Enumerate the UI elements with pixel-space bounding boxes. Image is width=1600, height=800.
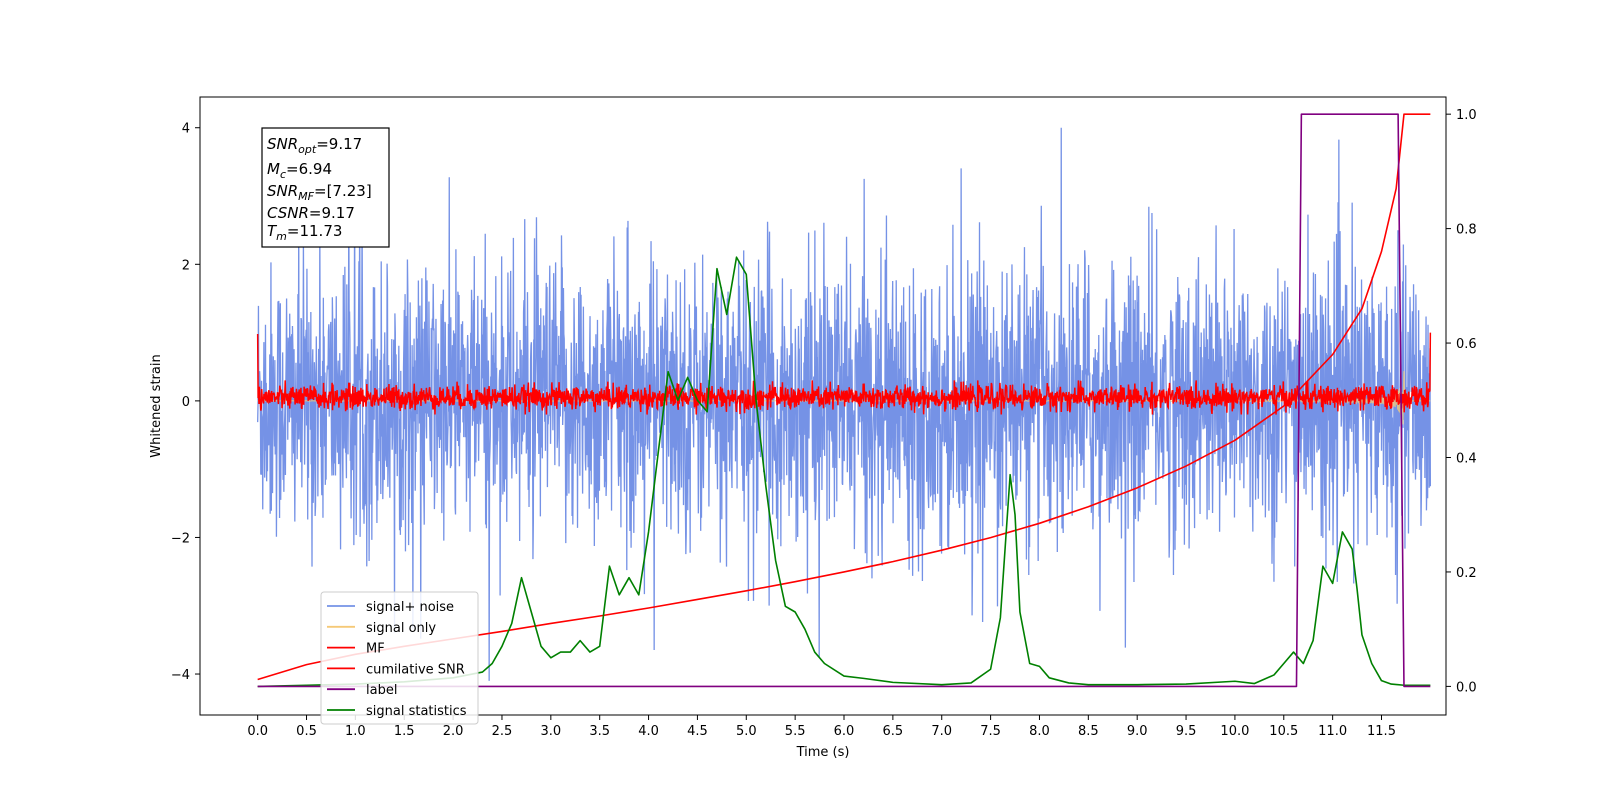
x-tick-label: 0.0 bbox=[247, 724, 268, 739]
x-tick-label: 1.5 bbox=[394, 724, 415, 739]
x-tick-label: 10.5 bbox=[1269, 724, 1298, 739]
legend-label: label bbox=[366, 683, 397, 698]
x-tick-label: 6.0 bbox=[834, 724, 855, 739]
x-tick-label: 9.5 bbox=[1176, 724, 1197, 739]
annotation-box: SNRopt=9.17 Mc=6.94 SNRMF=[7.23] CSNR=9.… bbox=[261, 127, 390, 248]
y-right-tick-label: 0.0 bbox=[1456, 680, 1477, 695]
x-tick-label: 9.0 bbox=[1127, 724, 1148, 739]
x-tick-label: 3.0 bbox=[540, 724, 561, 739]
annotation-tm: Tm=11.73 bbox=[267, 222, 342, 243]
annotation-snr-opt: SNRopt=9.17 bbox=[267, 135, 362, 156]
x-tick-label: 5.0 bbox=[736, 724, 757, 739]
y-left-tick-label: 2 bbox=[182, 258, 190, 273]
x-tick-label: 7.5 bbox=[980, 724, 1001, 739]
x-tick-label: 11.0 bbox=[1318, 724, 1347, 739]
x-tick-label: 6.5 bbox=[883, 724, 904, 739]
x-tick-label: 2.5 bbox=[492, 724, 513, 739]
annotation-snr-mf: SNRMF=[7.23] bbox=[267, 182, 372, 203]
y-axis-label: Whitened strain bbox=[149, 354, 164, 457]
legend-label: signal+ noise bbox=[366, 600, 454, 615]
series-label-line bbox=[257, 113, 1431, 688]
y-left-tick-label: −2 bbox=[171, 531, 190, 546]
y-right-tick-label: 1.0 bbox=[1456, 108, 1477, 123]
x-tick-label: 5.5 bbox=[785, 724, 806, 739]
series-cumulative-snr-line bbox=[257, 113, 1431, 681]
y-axis-left: 4 2 0 −2 −4 bbox=[171, 122, 200, 683]
x-tick-label: 4.0 bbox=[638, 724, 659, 739]
legend-label: signal statistics bbox=[366, 704, 467, 719]
x-tick-label: 4.5 bbox=[687, 724, 708, 739]
plot-area bbox=[256, 113, 1432, 688]
x-tick-label: 11.5 bbox=[1367, 724, 1396, 739]
x-tick-label: 2.0 bbox=[443, 724, 464, 739]
series-signal-statistics-line bbox=[257, 256, 1431, 688]
y-left-tick-label: 4 bbox=[182, 122, 190, 137]
x-tick-label: 8.5 bbox=[1078, 724, 1099, 739]
annotation-mc: Mc=6.94 bbox=[267, 160, 332, 181]
x-tick-label: 8.0 bbox=[1029, 724, 1050, 739]
x-tick-label: 10.0 bbox=[1220, 724, 1249, 739]
legend-label: MF bbox=[366, 642, 385, 657]
y-right-tick-label: 0.8 bbox=[1456, 223, 1477, 238]
y-right-tick-label: 0.6 bbox=[1456, 337, 1477, 352]
y-left-tick-label: −4 bbox=[171, 668, 190, 683]
y-axis-right: 1.0 0.8 0.6 0.4 0.2 0.0 bbox=[1446, 108, 1477, 695]
x-axis-label: Time (s) bbox=[796, 745, 850, 760]
y-left-tick-label: 0 bbox=[182, 395, 190, 410]
series-mf-line bbox=[256, 332, 1432, 415]
x-axis: 0.0 0.5 1.0 1.5 2.0 2.5 3.0 3.5 4.0 4.5 5.0 5.5 6.0 6… bbox=[247, 715, 1396, 739]
plot-frame bbox=[199, 96, 1447, 716]
x-tick-label: 0.5 bbox=[296, 724, 317, 739]
legend: signal+ noise signal only MF cumilative SNR… bbox=[320, 591, 479, 725]
legend-label: signal only bbox=[366, 621, 436, 636]
y-right-tick-label: 0.4 bbox=[1456, 452, 1477, 467]
x-tick-label: 1.0 bbox=[345, 724, 366, 739]
legend-label: cumilative SNR bbox=[366, 662, 465, 677]
x-tick-label: 7.0 bbox=[931, 724, 952, 739]
x-tick-label: 3.5 bbox=[589, 724, 610, 739]
y-right-tick-label: 0.2 bbox=[1456, 566, 1477, 581]
annotation-csnr: CSNR=9.17 bbox=[267, 204, 355, 222]
